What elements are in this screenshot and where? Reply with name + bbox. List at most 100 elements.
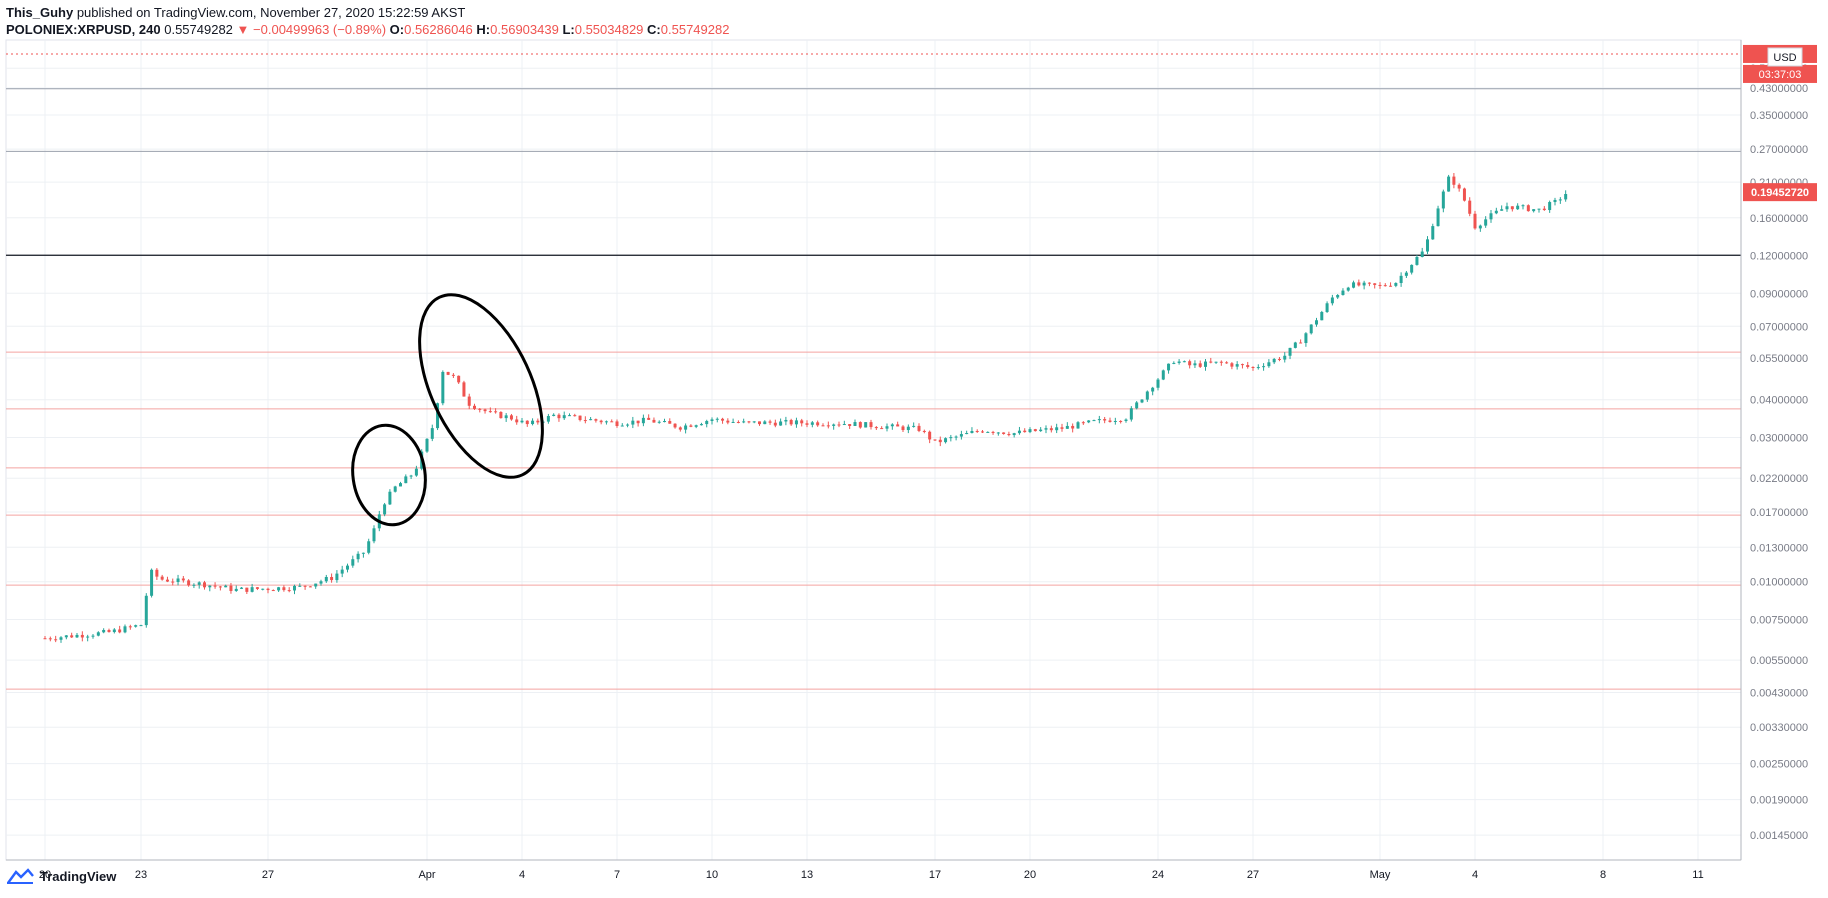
candle-body: [303, 585, 307, 587]
candle-body: [218, 586, 222, 588]
candle-body: [1055, 427, 1059, 431]
candle-body: [631, 420, 635, 425]
candle-body: [277, 587, 281, 591]
tradingview-brand[interactable]: TradingView: [40, 868, 117, 884]
currency-box: [1767, 47, 1803, 67]
candle-body: [864, 422, 868, 428]
candle-body: [912, 425, 916, 427]
x-tick-label: 27: [262, 869, 274, 881]
candle-body: [187, 580, 191, 586]
candle-body: [1182, 361, 1186, 363]
candle-body: [1219, 361, 1223, 363]
candle-body: [747, 421, 751, 423]
candle-body: [520, 420, 524, 423]
candle-body: [1225, 362, 1229, 364]
candle-body: [1394, 283, 1398, 286]
y-tick-label: 0.00190000: [1750, 795, 1808, 807]
candle-body: [1044, 428, 1048, 430]
candle-body: [1161, 370, 1165, 380]
close-value: 0.55749282: [660, 22, 730, 37]
candle-body: [1426, 239, 1429, 252]
x-tick-label: 24: [1152, 869, 1164, 881]
candle-body: [991, 431, 995, 433]
candle-body: [970, 431, 974, 434]
candle-body: [1108, 420, 1112, 422]
candle-body: [1521, 205, 1525, 207]
candle-body: [1012, 433, 1016, 436]
candle-body: [1129, 408, 1133, 420]
candle-body: [917, 425, 921, 431]
candle-body: [1293, 342, 1297, 348]
candle-body: [181, 578, 185, 581]
candle-body: [1156, 379, 1160, 388]
candle-body: [573, 415, 577, 417]
y-tick-label: 0.00250000: [1750, 759, 1808, 771]
candle-body: [1198, 363, 1202, 367]
candle-body: [1119, 420, 1123, 422]
candle-body: [726, 420, 730, 423]
candle-body: [1558, 199, 1562, 201]
candle-body: [837, 424, 841, 426]
candle-body: [1505, 206, 1509, 210]
candle-body: [1060, 427, 1064, 429]
y-tick-label: 0.01000000: [1750, 577, 1808, 589]
candle-body: [896, 424, 900, 427]
candle-body: [383, 504, 387, 515]
annotation-ellipse: [418, 293, 544, 479]
candle-body: [562, 415, 566, 419]
candle-body: [1299, 342, 1303, 344]
candle-body: [610, 421, 614, 423]
candle-body: [1151, 387, 1155, 392]
candle-body: [86, 636, 90, 638]
candle-body: [1399, 275, 1403, 284]
candle-body: [255, 587, 259, 589]
open-value: 0.56286046: [404, 22, 473, 37]
candle-body: [430, 428, 434, 439]
candle-body: [467, 396, 471, 406]
candle-body: [678, 427, 682, 430]
y-tick-label: 0.43000000: [1750, 83, 1808, 95]
candle-body: [1489, 213, 1493, 220]
currency-label: USD: [1773, 52, 1796, 64]
candle-body: [1262, 366, 1266, 368]
candle-body: [710, 419, 714, 421]
candle-body: [949, 437, 953, 439]
candle-body: [1346, 287, 1350, 291]
candle-body: [731, 421, 735, 423]
candle-body: [525, 420, 529, 425]
candle-body: [372, 528, 376, 542]
author-name[interactable]: This_Guhy: [6, 5, 74, 20]
candle-body: [457, 375, 461, 383]
candle-body: [1204, 361, 1207, 367]
candle-body: [1404, 272, 1408, 276]
candle-body: [652, 419, 656, 423]
candle-body: [473, 405, 476, 409]
candle-body: [805, 423, 809, 425]
tradingview-footer: TradingView: [6, 868, 116, 884]
candle-body: [1256, 367, 1260, 369]
candle-body: [441, 371, 445, 404]
candle-body: [615, 421, 619, 427]
close-label: C:: [647, 22, 661, 37]
candle-body: [752, 421, 756, 423]
candle-body: [1357, 282, 1361, 286]
candle-body: [1462, 188, 1466, 201]
candle-body: [504, 415, 508, 419]
candle-body: [1452, 176, 1456, 185]
candle-body: [462, 382, 466, 397]
candle-body: [1028, 429, 1032, 433]
candle-body: [298, 585, 302, 587]
candle-body: [1315, 320, 1318, 325]
candle-body: [668, 421, 672, 424]
candle-body: [123, 626, 127, 633]
candle-body: [1320, 311, 1324, 321]
candle-body: [1526, 205, 1530, 212]
x-tick-label: 23: [135, 869, 147, 881]
y-tick-label: 0.04000000: [1750, 395, 1808, 407]
candle-body: [874, 427, 878, 429]
candle-body: [1373, 283, 1377, 285]
price-change: ▼ −0.00499963 (−0.89%): [236, 22, 387, 37]
candle-body: [636, 420, 640, 424]
candle-body: [1017, 430, 1021, 434]
